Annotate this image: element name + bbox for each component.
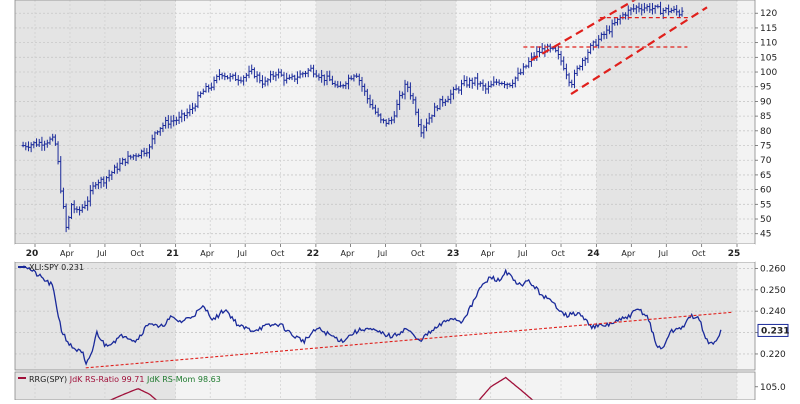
x-month-label: Oct bbox=[130, 249, 144, 258]
x-month-label: Jul bbox=[517, 249, 528, 258]
relative-strength-line bbox=[23, 265, 722, 366]
x-month-label: Jul bbox=[657, 249, 668, 258]
y-tick-label: 120 bbox=[760, 9, 777, 19]
x-month-label: Jul bbox=[96, 249, 107, 258]
y-tick-label: 65 bbox=[760, 171, 771, 181]
rs-trendline bbox=[85, 311, 733, 369]
panel-1-bands bbox=[15, 0, 755, 244]
x-month-label: Jul bbox=[236, 249, 247, 258]
rs-last-value: 0.231 bbox=[761, 326, 789, 336]
rrg-ratio-line bbox=[108, 376, 534, 400]
y-tick-label: 0.220 bbox=[760, 350, 786, 360]
x-month-label: Apr bbox=[481, 249, 496, 258]
y-tick-label: 75 bbox=[760, 142, 771, 152]
rrg-legend: RRG(SPY) JdK RS-Ratio 99.71 JdK RS-Mom 9… bbox=[18, 375, 221, 384]
x-year-label: 21 bbox=[166, 249, 179, 259]
y-tick-label: 0.250 bbox=[760, 286, 786, 296]
y-tick-label: 95 bbox=[760, 83, 771, 93]
x-month-label: Apr bbox=[60, 249, 75, 258]
x-year-label: 23 bbox=[447, 249, 460, 259]
rs-legend: XLI:SPY 0.231 bbox=[18, 263, 84, 272]
y-tick-label: 80 bbox=[760, 127, 772, 137]
x-year-label: 20 bbox=[26, 249, 39, 259]
price-trendlines bbox=[523, 0, 708, 95]
y-tick-label: 0.260 bbox=[760, 264, 786, 274]
rrg-y-axis: 105.0 bbox=[755, 383, 786, 393]
y-tick-label: 100 bbox=[760, 68, 777, 78]
x-month-label: Oct bbox=[692, 249, 706, 258]
x-month-label: Apr bbox=[621, 249, 636, 258]
channel-line-1 bbox=[570, 6, 708, 95]
y-tick-label: 55 bbox=[760, 200, 771, 210]
y-tick-label: 115 bbox=[760, 24, 777, 34]
x-month-label: Apr bbox=[200, 249, 215, 258]
x-month-label: Oct bbox=[271, 249, 285, 258]
y-tick-label: 90 bbox=[760, 97, 772, 107]
x-month-label: Apr bbox=[341, 249, 356, 258]
y-tick-label: 60 bbox=[760, 186, 772, 196]
y-tick-label: 105 bbox=[760, 53, 777, 63]
rrg-legend-label: RRG(SPY) JdK RS-Ratio 99.71 JdK RS-Mom 9… bbox=[29, 375, 221, 384]
x-month-label: Oct bbox=[551, 249, 565, 258]
x-month-label: Jul bbox=[377, 249, 388, 258]
y-tick-label: 45 bbox=[760, 230, 771, 240]
y-tick-label: 70 bbox=[760, 156, 772, 166]
x-axis: 20 Apr Jul Oct 21 Apr Jul Oct 22 Apr Jul Oct 23 Apr Ju… bbox=[15, 244, 755, 262]
x-year-label: 24 bbox=[587, 249, 600, 259]
x-year-label: 25 bbox=[728, 249, 741, 259]
y-tick-label: 110 bbox=[760, 39, 777, 49]
price-y-axis: 45 50 55 60 65 70 75 80 85 90 95 100 105 110 115 120 bbox=[755, 9, 777, 240]
price-bars bbox=[21, 1, 684, 233]
vertical-gridlines bbox=[34, 0, 738, 400]
y-tick-label: 0.240 bbox=[760, 307, 786, 317]
price-bar bbox=[680, 7, 684, 17]
y-tick-label: 105.0 bbox=[760, 383, 786, 393]
rs-legend-label: XLI:SPY 0.231 bbox=[29, 263, 84, 272]
x-year-label: 22 bbox=[307, 249, 320, 259]
x-month-label: Oct bbox=[411, 249, 425, 258]
rs-last-value-badge: 0.231 bbox=[757, 323, 789, 337]
y-tick-label: 50 bbox=[760, 215, 772, 225]
y-tick-label: 85 bbox=[760, 112, 771, 122]
